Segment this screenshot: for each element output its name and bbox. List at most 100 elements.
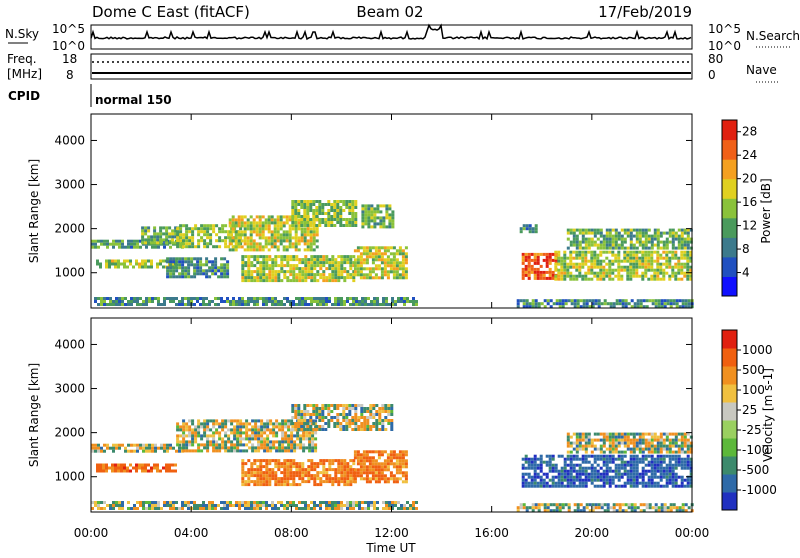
heatmap-cell <box>380 465 384 469</box>
heatmap-cell <box>224 242 228 246</box>
heatmap-cell <box>659 478 663 482</box>
heatmap-cell <box>389 252 393 256</box>
heatmap-cell <box>380 270 384 274</box>
heatmap-cell <box>591 299 595 303</box>
heatmap-cell <box>590 265 594 269</box>
heatmap-cell <box>629 466 633 470</box>
heatmap-cell <box>202 504 205 507</box>
heatmap-cell <box>597 506 601 510</box>
heatmap-cell <box>533 481 537 485</box>
heatmap-cell <box>638 460 642 464</box>
heatmap-cell <box>274 507 277 510</box>
heatmap-cell <box>286 276 290 280</box>
heatmap-cell <box>386 255 390 259</box>
heatmap-cell <box>286 474 290 478</box>
heatmap-cell <box>309 224 313 227</box>
heatmap-cell <box>349 267 353 271</box>
heatmap-cell <box>259 465 263 469</box>
heatmap-cell <box>611 460 615 464</box>
heatmap-cell <box>289 504 292 507</box>
heatmap-cell <box>611 432 615 436</box>
heatmap-cell <box>244 303 247 306</box>
heatmap-cell <box>635 237 639 241</box>
heatmap-cell <box>415 300 418 303</box>
heatmap-cell <box>221 425 225 429</box>
heatmap-cell <box>659 240 663 244</box>
heatmap-cell <box>123 259 126 263</box>
heatmap-cell <box>530 466 534 470</box>
heatmap-cell <box>677 444 681 448</box>
heatmap-cell <box>191 230 195 234</box>
heatmap-cell <box>386 258 390 262</box>
heatmap-cell <box>283 255 287 259</box>
heatmap-cell <box>282 215 286 219</box>
heatmap-cell <box>115 504 118 507</box>
heatmap-cell <box>141 259 144 263</box>
heatmap-cell <box>677 460 681 464</box>
heatmap-cell <box>362 252 366 256</box>
heatmap-cell <box>675 299 679 303</box>
heatmap-cell <box>296 434 300 438</box>
heatmap-cell <box>650 274 654 278</box>
heatmap-cell <box>680 265 684 269</box>
heatmap-cell <box>386 459 390 463</box>
heatmap-cell <box>262 477 266 481</box>
heatmap-cell <box>169 260 173 264</box>
heatmap-cell <box>632 268 636 272</box>
heatmap-cell <box>233 437 237 441</box>
heatmap-cell <box>312 227 316 231</box>
heatmap-cell <box>277 276 281 280</box>
heatmap-cell <box>215 428 219 432</box>
heatmap-cell <box>343 474 347 478</box>
heatmap-cell <box>247 279 251 283</box>
heatmap-cell <box>208 303 211 306</box>
heatmap-cell <box>362 471 366 475</box>
heatmap-cell <box>674 265 678 269</box>
heatmap-cell <box>593 262 597 266</box>
heatmap-cell <box>629 481 633 485</box>
heatmap-cell <box>206 236 210 240</box>
heatmap-cell <box>185 233 189 237</box>
heatmap-cell <box>205 507 208 510</box>
heatmap-cell <box>593 469 597 473</box>
heatmap-cell <box>324 212 328 215</box>
heatmap-cell <box>267 224 271 228</box>
heatmap-cell <box>340 297 343 300</box>
heatmap-cell <box>199 269 203 273</box>
heatmap-cell <box>361 210 365 214</box>
heatmap-cell <box>563 469 567 473</box>
heatmap-cell <box>660 299 664 303</box>
heatmap-cell <box>624 299 628 303</box>
heatmap-cell <box>261 245 265 249</box>
heatmap-cell <box>635 454 639 458</box>
heatmap-cell <box>668 447 672 451</box>
heatmap-cell <box>174 241 178 245</box>
heatmap-cell <box>384 407 388 410</box>
heatmap-cell <box>590 450 594 454</box>
heatmap-cell <box>680 484 684 488</box>
heatmap-cell <box>516 509 520 513</box>
heatmap-cell <box>191 233 195 237</box>
heatmap-cell <box>239 443 243 447</box>
heatmap-cell <box>267 218 271 222</box>
heatmap-cell <box>383 267 387 271</box>
heatmap-cell <box>343 504 346 507</box>
heatmap-cell <box>635 246 639 250</box>
heatmap-cell <box>310 264 314 268</box>
heatmap-cell <box>383 474 387 478</box>
heatmap-cell <box>262 267 266 271</box>
heatmap-cell <box>609 305 613 309</box>
heatmap-cell <box>377 480 381 484</box>
heatmap-cell <box>687 506 691 510</box>
heatmap-cell <box>153 466 156 470</box>
heatmap-cell <box>632 253 636 257</box>
heatmap-cell <box>224 446 228 450</box>
heatmap-cell <box>629 231 633 235</box>
heatmap-cell <box>300 413 304 416</box>
heatmap-cell <box>272 428 276 432</box>
heatmap-cell <box>671 441 675 445</box>
heatmap-cell <box>354 413 358 416</box>
heatmap-cell <box>339 413 343 416</box>
heatmap-cell <box>608 268 612 272</box>
